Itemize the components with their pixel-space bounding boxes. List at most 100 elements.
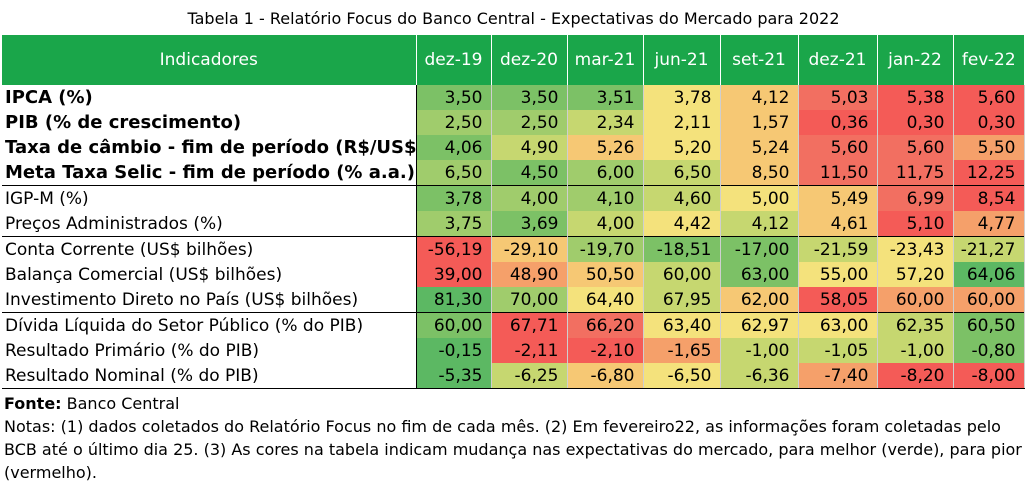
value-cell: 4,12 [720, 211, 799, 237]
value-cell: 5,10 [877, 211, 954, 237]
value-cell: 4,06 [416, 135, 492, 160]
value-cell: -8,00 [953, 363, 1025, 389]
table-row: Conta Corrente (US$ bilhões) -56,19 -29,10… [2, 236, 1025, 262]
value-cell: 81,30 [416, 287, 492, 313]
value-cell: -1,00 [720, 338, 799, 363]
value-cell: -23,43 [877, 236, 954, 262]
value-cell: 5,50 [953, 135, 1025, 160]
value-cell: -1,00 [877, 338, 954, 363]
value-cell: -17,00 [720, 236, 799, 262]
value-cell: -21,27 [953, 236, 1025, 262]
value-cell: 4,50 [491, 160, 568, 186]
header-col-dez-21: dez-21 [797, 35, 877, 85]
value-cell: 5,20 [643, 135, 721, 160]
value-cell: 63,00 [798, 312, 878, 338]
value-cell: 3,78 [416, 185, 492, 211]
table-row: Meta Taxa Selic - fim de período (% a.a.… [2, 160, 1025, 186]
value-cell: 67,95 [643, 287, 721, 313]
value-cell: 55,00 [798, 262, 878, 287]
value-cell: 5,26 [567, 135, 644, 160]
value-cell: 3,51 [567, 85, 644, 110]
value-cell: 62,00 [720, 287, 799, 313]
value-cell: -1,65 [643, 338, 721, 363]
table-row: Preços Administrados (%) 3,75 3,69 4,00 4,42… [2, 211, 1025, 237]
value-cell: 11,75 [877, 160, 954, 186]
row-label: Investimento Direto no País (US$ bilhões… [2, 287, 417, 313]
value-cell: 4,12 [720, 85, 799, 110]
value-cell: -2,10 [567, 338, 644, 363]
value-cell: -21,59 [798, 236, 878, 262]
table-row: Resultado Nominal (% do PIB) -5,35 -6,25 -6… [2, 363, 1025, 389]
value-cell: 3,69 [491, 211, 568, 237]
table-row: Investimento Direto no País (US$ bilhões… [2, 287, 1025, 313]
row-label: Meta Taxa Selic - fim de período (% a.a.… [2, 160, 417, 186]
value-cell: 4,90 [491, 135, 568, 160]
value-cell: -6,36 [720, 363, 799, 389]
value-cell: 63,00 [720, 262, 799, 287]
header-indicators: Indicadores [2, 35, 416, 85]
value-cell: -0,80 [953, 338, 1025, 363]
table-row: Taxa de câmbio - fim de período (R$/US$ 4… [2, 135, 1025, 160]
value-cell: 1,57 [720, 110, 799, 135]
value-cell: 4,00 [567, 211, 644, 237]
value-cell: 5,03 [798, 85, 878, 110]
table-row: PIB (% de crescimento) 2,50 2,50 2,34 2,11 1,… [2, 110, 1025, 135]
value-cell: 3,50 [491, 85, 568, 110]
header-col-dez-19: dez-19 [415, 35, 491, 85]
value-cell: 70,00 [491, 287, 568, 313]
value-cell: 8,50 [720, 160, 799, 186]
value-cell: -7,40 [798, 363, 878, 389]
table-row: IPCA (%) 3,50 3,50 3,51 3,78 4,12 5,03 5,38 5,60 [2, 85, 1025, 110]
value-cell: 0,36 [798, 110, 878, 135]
focus-table: Indicadores dez-19 dez-20 mar-21 jun-21 set-… [2, 35, 1025, 389]
value-cell: 62,35 [877, 312, 954, 338]
value-cell: -29,10 [491, 236, 568, 262]
value-cell: 67,71 [491, 312, 568, 338]
notes-text: Notas: (1) dados coletados do Relatório … [4, 417, 1022, 482]
value-cell: 5,60 [798, 135, 878, 160]
value-cell: 12,25 [953, 160, 1025, 186]
value-cell: 64,40 [567, 287, 644, 313]
footer: Fonte: Banco Central Notas: (1) dados co… [4, 392, 1024, 484]
header-col-fev-22: fev-22 [952, 35, 1024, 85]
value-cell: 50,50 [567, 262, 644, 287]
value-cell: 57,20 [877, 262, 954, 287]
value-cell: 60,00 [877, 287, 954, 313]
value-cell: 3,75 [416, 211, 492, 237]
header-col-jun-21: jun-21 [642, 35, 720, 85]
header-col-jan-22: jan-22 [876, 35, 953, 85]
row-label: Preços Administrados (%) [2, 211, 417, 237]
value-cell: 5,38 [877, 85, 954, 110]
value-cell: 2,50 [416, 110, 492, 135]
value-cell: 60,50 [953, 312, 1025, 338]
table-title: Tabela 1 - Relatório Focus do Banco Cent… [187, 9, 840, 28]
value-cell: 64,06 [953, 262, 1025, 287]
value-cell: 48,90 [491, 262, 568, 287]
row-label: Balança Comercial (US$ bilhões) [2, 262, 417, 287]
value-cell: 5,60 [953, 85, 1025, 110]
value-cell: 5,49 [798, 185, 878, 211]
value-cell: 3,78 [643, 85, 721, 110]
table-row: IGP-M (%) 3,78 4,00 4,10 4,60 5,00 5,49 6,99 8,5… [2, 185, 1025, 211]
value-cell: 39,00 [416, 262, 492, 287]
source-line: Fonte: Banco Central [4, 392, 1024, 415]
value-cell: 3,50 [416, 85, 492, 110]
value-cell: 6,50 [643, 160, 721, 186]
value-cell: -8,20 [877, 363, 954, 389]
header-col-set-21: set-21 [719, 35, 798, 85]
table-row: Balança Comercial (US$ bilhões) 39,00 48,9… [2, 262, 1025, 287]
value-cell: 6,50 [416, 160, 492, 186]
value-cell: 2,11 [643, 110, 721, 135]
table-body: IPCA (%) 3,50 3,50 3,51 3,78 4,12 5,03 5,38 5,60… [2, 85, 1025, 389]
table-row: Dívida Líquida do Setor Público (% do PI… [2, 312, 1025, 338]
value-cell: 6,00 [567, 160, 644, 186]
value-cell: 4,10 [567, 185, 644, 211]
row-label: Taxa de câmbio - fim de período (R$/US$ [2, 135, 417, 160]
value-cell: 5,60 [877, 135, 954, 160]
value-cell: -6,50 [643, 363, 721, 389]
value-cell: -0,15 [416, 338, 492, 363]
value-cell: -6,25 [491, 363, 568, 389]
value-cell: -2,11 [491, 338, 568, 363]
row-label: Dívida Líquida do Setor Público (% do PI… [2, 312, 417, 338]
value-cell: -18,51 [643, 236, 721, 262]
